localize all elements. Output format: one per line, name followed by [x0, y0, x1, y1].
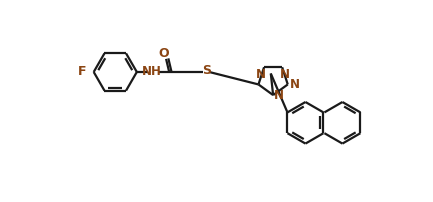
Text: O: O	[158, 47, 169, 60]
Text: N: N	[256, 68, 266, 81]
Text: N: N	[280, 68, 290, 81]
Text: N: N	[290, 78, 300, 91]
Text: N: N	[274, 89, 284, 102]
Text: F: F	[78, 65, 87, 79]
Text: NH: NH	[142, 65, 162, 79]
Text: S: S	[202, 64, 211, 77]
